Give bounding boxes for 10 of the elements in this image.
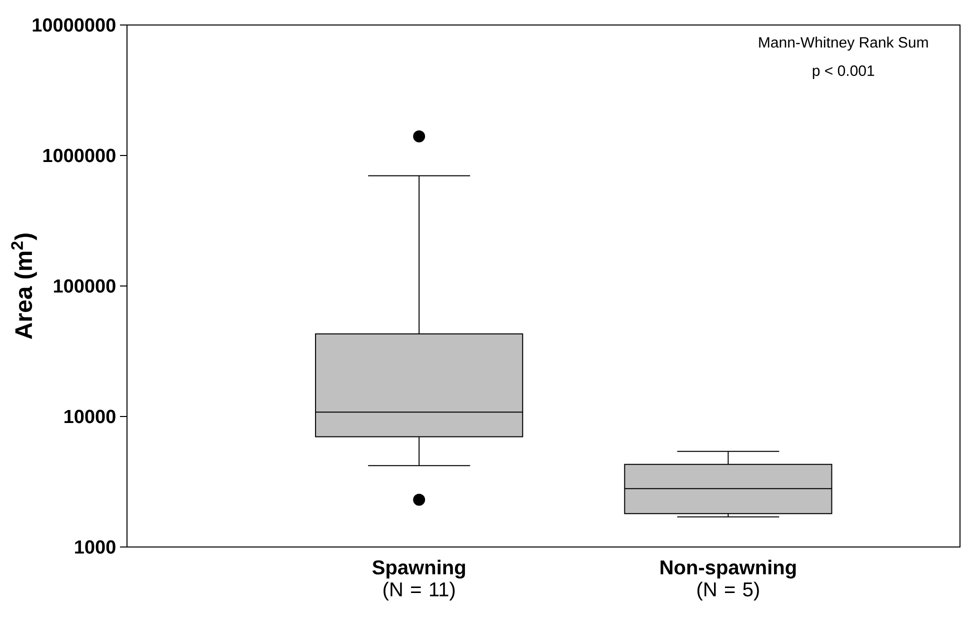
y-axis-title: Area (m$^{2}$): [11, 234, 37, 339]
x-tick-label: Spawning (N = 11): [372, 560, 465, 600]
y-tick-label: 10000000: [32, 18, 116, 32]
y-tick-label: 1000: [75, 540, 116, 554]
y-tick-label: 100000: [54, 279, 116, 293]
annotation: Mann-Whitney Rank Sum: [759, 36, 928, 51]
y-tick-label: 10000: [64, 410, 116, 424]
annotation: p < 0.001: [812, 65, 874, 79]
x-tick-label: Non-spawning (N = 5): [660, 560, 796, 600]
y-tick-label: 1000000: [43, 148, 116, 162]
